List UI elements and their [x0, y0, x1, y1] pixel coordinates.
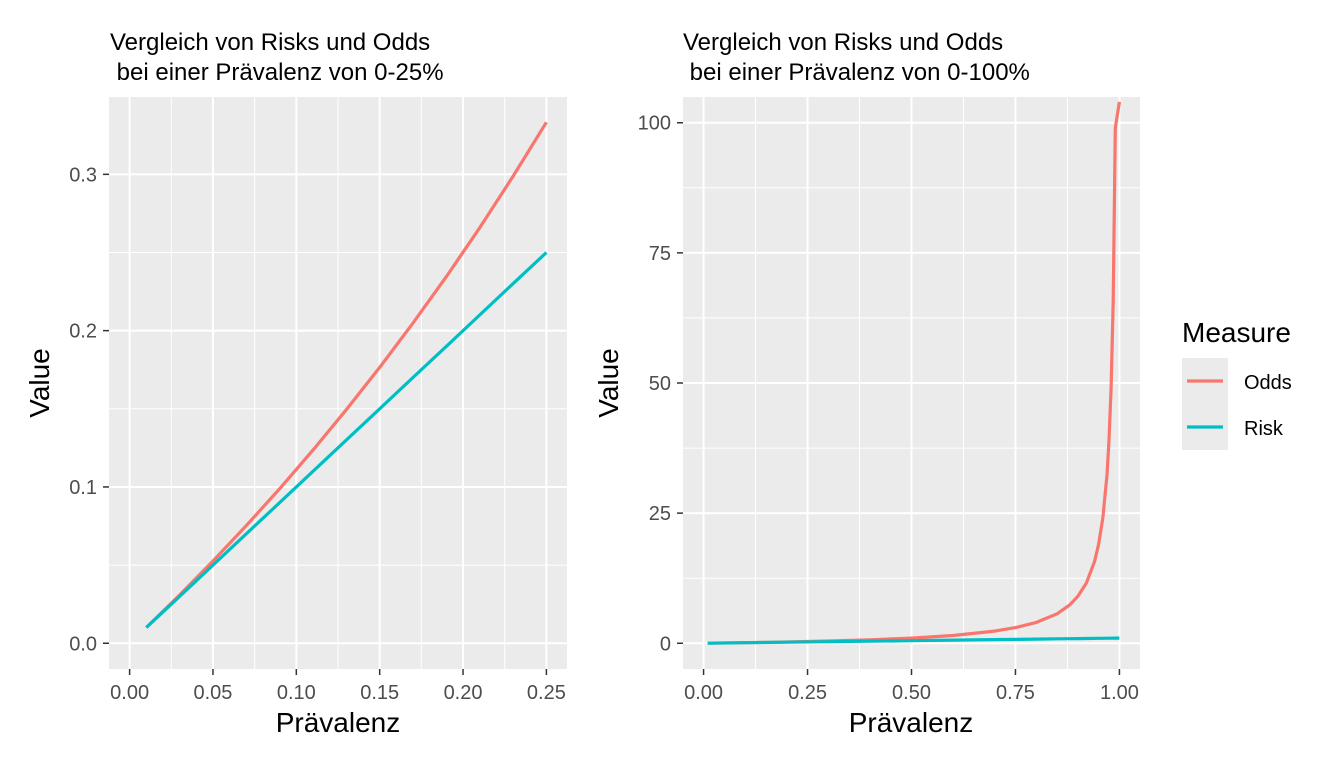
chart-right-grid — [683, 97, 1140, 669]
right-x-tick-label: 1.00 — [1100, 682, 1139, 704]
left-y-tick-label: 0.1 — [69, 477, 97, 499]
right-x-tick-label: 0.75 — [996, 682, 1035, 704]
left-series-odds-line — [145, 121, 548, 629]
chart-right-ticks: 0.00 0.25 0.50 0.75 1.00 0 25 50 75 100 — [638, 113, 1139, 704]
left-x-tick-label: 0.15 — [360, 682, 399, 704]
left-x-tick-label: 0.25 — [527, 682, 566, 704]
legend-label-odds: Odds — [1244, 372, 1292, 394]
chart-left-x-axis-title: Prävalenz — [276, 707, 401, 738]
chart-right: Vergleich von Risks und Odds bei einer P… — [593, 29, 1140, 738]
left-x-tick-label: 0.10 — [277, 682, 316, 704]
chart-right-y-axis-title: Value — [593, 348, 624, 418]
chart-right-series — [707, 101, 1121, 645]
chart-left-title-line1: Vergleich von Risks und Odds — [110, 29, 430, 56]
legend: Measure Odds Risk — [1182, 317, 1292, 450]
right-y-tick-label: 0 — [660, 633, 671, 655]
chart-right-x-axis-title: Prävalenz — [849, 707, 974, 738]
right-y-tick-label: 25 — [649, 503, 671, 525]
left-x-tick-label: 0.05 — [193, 682, 232, 704]
left-y-tick-label: 0.2 — [69, 321, 97, 343]
left-x-tick-label: 0.00 — [110, 682, 149, 704]
left-y-tick-label: 0.0 — [69, 633, 97, 655]
left-series-risk-line — [145, 251, 548, 629]
right-x-tick-label: 0.00 — [684, 682, 723, 704]
right-series-risk-line — [707, 636, 1120, 645]
chart-left: Vergleich von Risks und Odds bei einer P… — [24, 29, 567, 738]
legend-title: Measure — [1182, 317, 1291, 348]
right-y-tick-label: 50 — [649, 373, 671, 395]
chart-left-title-line2: bei einer Prävalenz von 0-25% — [110, 59, 444, 86]
legend-label-risk: Risk — [1244, 418, 1284, 440]
right-y-tick-label: 75 — [649, 243, 671, 265]
left-y-tick-label: 0.3 — [69, 164, 97, 186]
right-x-tick-label: 0.50 — [892, 682, 931, 704]
chart-right-title-line1: Vergleich von Risks und Odds — [683, 29, 1003, 56]
left-x-tick-label: 0.20 — [444, 682, 483, 704]
chart-left-series — [145, 121, 548, 629]
chart-left-ticks: 0.00 0.05 0.10 0.15 0.20 0.25 0.0 0.1 0.2 0.3 — [69, 164, 566, 704]
right-y-tick-label: 100 — [638, 113, 671, 135]
right-x-tick-label: 0.25 — [788, 682, 827, 704]
chart-left-grid — [109, 97, 567, 669]
chart-left-y-axis-title: Value — [24, 348, 55, 418]
chart-right-title-line2: bei einer Prävalenz von 0-100% — [683, 59, 1030, 86]
